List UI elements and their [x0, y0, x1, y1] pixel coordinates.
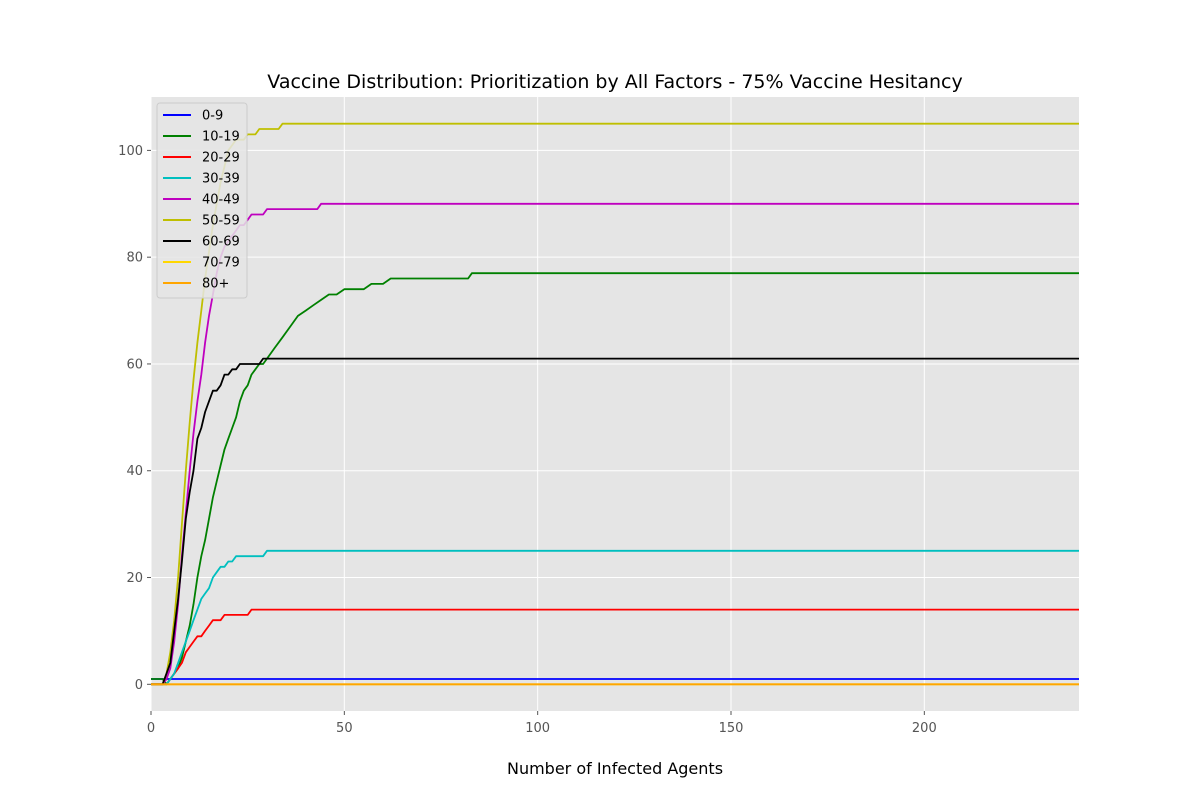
series-line-60-69 — [151, 357, 1079, 686]
y-tick-label: 100 — [118, 144, 143, 159]
y-tick-label: 60 — [126, 357, 143, 372]
legend-label: 10-19 — [202, 130, 240, 145]
plot-area — [151, 97, 1079, 711]
legend-label: 60-69 — [202, 235, 240, 250]
series-line-10-19 — [151, 272, 1079, 686]
series-lines — [151, 122, 1079, 686]
legend-box — [156, 102, 248, 299]
legend-label: 50-59 — [202, 214, 240, 229]
x-tick-label: 0 — [147, 721, 155, 736]
y-tick-label: 0 — [135, 678, 143, 693]
legend-label: 0-9 — [202, 109, 223, 124]
y-tick-label: 20 — [126, 571, 143, 586]
y-tick-label: 40 — [126, 464, 143, 479]
y-tick-label: 80 — [126, 251, 143, 266]
x-tick-label: 150 — [719, 721, 744, 736]
legend-label: 80+ — [202, 277, 229, 292]
chart-title: Vaccine Distribution: Prioritization by … — [267, 71, 962, 93]
legend-label: 30-39 — [202, 172, 240, 187]
series-line-30-39 — [151, 549, 1079, 686]
x-tick-label: 50 — [336, 721, 353, 736]
x-axis-label: Number of Infected Agents — [507, 759, 723, 778]
legend-label: 70-79 — [202, 256, 240, 271]
x-tick-label: 200 — [912, 721, 937, 736]
series-line-20-29 — [151, 608, 1079, 686]
x-tick-label: 100 — [525, 721, 550, 736]
legend: 0-9 10-19 20-29 30-39 40-49 50-59 60-69 70-79 80… — [156, 102, 248, 299]
legend-label: 20-29 — [202, 151, 240, 166]
gridlines — [150, 97, 1079, 711]
legend-label: 40-49 — [202, 193, 240, 208]
axis-ticks: 0 50 100 150 200 0 20 40 60 80 100 — [118, 144, 937, 736]
